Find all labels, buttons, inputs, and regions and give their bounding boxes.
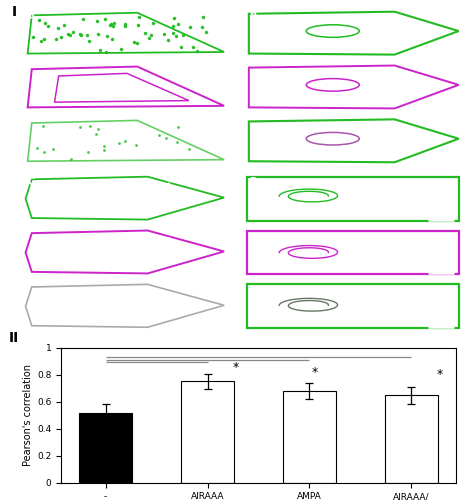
Y-axis label: Pearson's correlation: Pearson's correlation <box>23 364 33 466</box>
Bar <box>283 392 336 482</box>
Text: D: D <box>249 176 257 186</box>
Text: B: B <box>249 12 256 22</box>
Text: C: C <box>28 176 35 186</box>
Text: A: A <box>28 12 35 22</box>
Text: I: I <box>12 6 16 20</box>
Bar <box>181 381 234 482</box>
Bar <box>79 413 132 482</box>
Bar <box>385 396 438 482</box>
Text: *: * <box>312 366 318 379</box>
Text: II: II <box>9 330 19 344</box>
Text: *: * <box>233 361 239 374</box>
Text: *: * <box>437 368 443 380</box>
